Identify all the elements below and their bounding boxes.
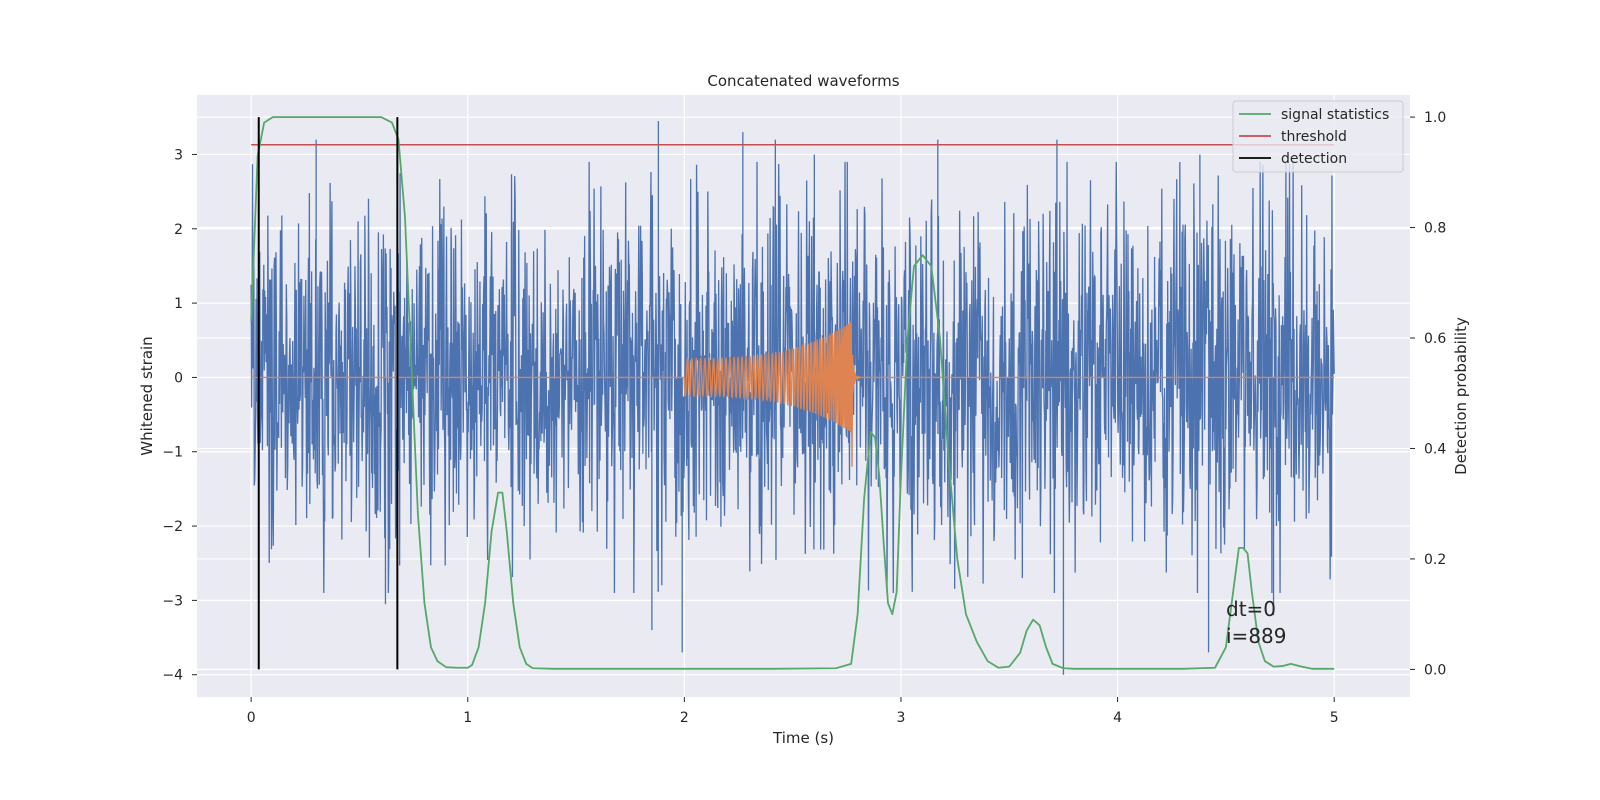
y2-tick-label: 0.8 (1424, 221, 1446, 237)
legend-label-signal-statistics: signal statistics (1281, 107, 1389, 123)
legend-entry-signal-statistics: signal statistics (1239, 107, 1389, 123)
chart-title: Concatenated waveforms (707, 72, 899, 90)
legend-label-threshold: threshold (1281, 129, 1347, 145)
y-tick-label: 1 (174, 296, 183, 312)
y2-tick-label: 1.0 (1424, 110, 1446, 126)
x-tick-label: 5 (1330, 710, 1339, 726)
legend: signal statistics threshold detection (1232, 100, 1404, 173)
y-tick-label: −4 (162, 668, 183, 684)
injected-waveform-line (251, 321, 1335, 467)
legend-entry-threshold: threshold (1239, 129, 1347, 145)
legend-label-detection: detection (1281, 151, 1347, 167)
x-tick-label: 4 (1113, 710, 1122, 726)
x-tick-label: 2 (680, 710, 689, 726)
axes-layer: 0 1 2 3 4 5 −4 −3 −2 −1 0 1 2 3 0.0 0.2 0.4 0.6 0.8 1.0 (162, 110, 1446, 726)
y2-axis-label: Detection probability (1452, 317, 1470, 475)
x-tick-label: 0 (247, 710, 256, 726)
x-tick-label: 1 (463, 710, 472, 726)
y2-tick-label: 0.2 (1424, 552, 1446, 568)
signal-statistics-line (250, 116, 1335, 670)
y2-tick-label: 0.6 (1424, 331, 1446, 347)
legend-box (1232, 100, 1404, 173)
y-tick-label: 3 (174, 147, 183, 163)
y-axis-label: Whitened strain (138, 336, 156, 455)
annotation-dt: dt=0 (1226, 597, 1276, 621)
y-tick-label: −2 (162, 519, 183, 535)
y2-tick-label: 0.4 (1424, 441, 1446, 457)
y-tick-label: 0 (174, 370, 183, 386)
y-tick-label: −3 (162, 593, 183, 609)
legend-entry-detection: detection (1239, 151, 1347, 167)
annotation-index: i=889 (1226, 624, 1287, 648)
annotation: dt=0 i=889 (1226, 597, 1287, 648)
x-axis-label: Time (s) (772, 729, 834, 747)
y-tick-label: 2 (174, 222, 183, 238)
y2-tick-label: 0.0 (1424, 662, 1446, 678)
y-tick-label: −1 (162, 445, 183, 461)
data-layer (250, 116, 1335, 675)
x-tick-label: 3 (897, 710, 906, 726)
